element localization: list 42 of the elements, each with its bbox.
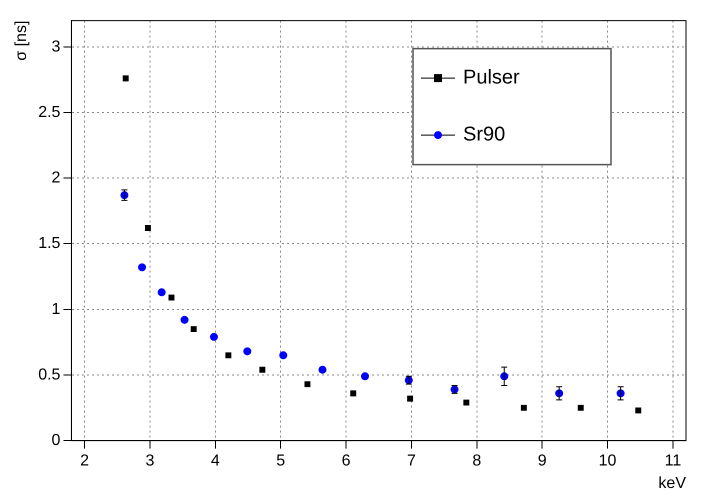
x-tick-label: 6 — [342, 452, 351, 470]
legend-label: Pulser — [463, 66, 520, 89]
x-tick-label: 9 — [538, 452, 547, 470]
point — [259, 366, 266, 373]
point — [578, 404, 584, 411]
y-tick-label: 0.5 — [38, 366, 61, 384]
point — [520, 404, 527, 411]
y-tick-label: 1.5 — [38, 235, 61, 252]
legend-label: Sr90 — [463, 124, 506, 146]
x-tick-label: 2 — [80, 452, 90, 470]
point — [225, 352, 232, 358]
x-tick-label: 11 — [664, 452, 682, 470]
point — [190, 326, 197, 332]
x-tick-label: 7 — [406, 452, 416, 470]
point — [407, 396, 414, 402]
point — [158, 288, 166, 296]
point — [304, 381, 310, 388]
y-tick-label: 0 — [52, 432, 61, 450]
point — [360, 372, 369, 380]
y-tick-label: 2 — [52, 170, 61, 187]
x-tick-label: 8 — [472, 452, 482, 470]
y-tick-label: 2.5 — [38, 104, 61, 121]
x-tick-label: 5 — [276, 452, 286, 470]
point — [144, 225, 151, 231]
x-axis-title: keV — [658, 474, 686, 492]
x-tick-label: 10 — [598, 452, 617, 470]
y-tick-label: 3 — [52, 38, 61, 56]
y-tick-label: 1 — [52, 300, 61, 318]
point — [122, 75, 129, 82]
point — [350, 390, 356, 396]
point — [138, 263, 146, 272]
x-tick-label: 3 — [145, 452, 154, 470]
point — [463, 400, 470, 406]
x-tick-label: 4 — [210, 452, 220, 470]
point — [180, 316, 189, 324]
point — [318, 366, 326, 374]
point — [210, 332, 218, 341]
y-axis-title: σ [ns] — [13, 20, 30, 61]
point — [279, 351, 288, 360]
point — [168, 294, 174, 301]
point — [635, 407, 642, 414]
point — [243, 347, 252, 356]
